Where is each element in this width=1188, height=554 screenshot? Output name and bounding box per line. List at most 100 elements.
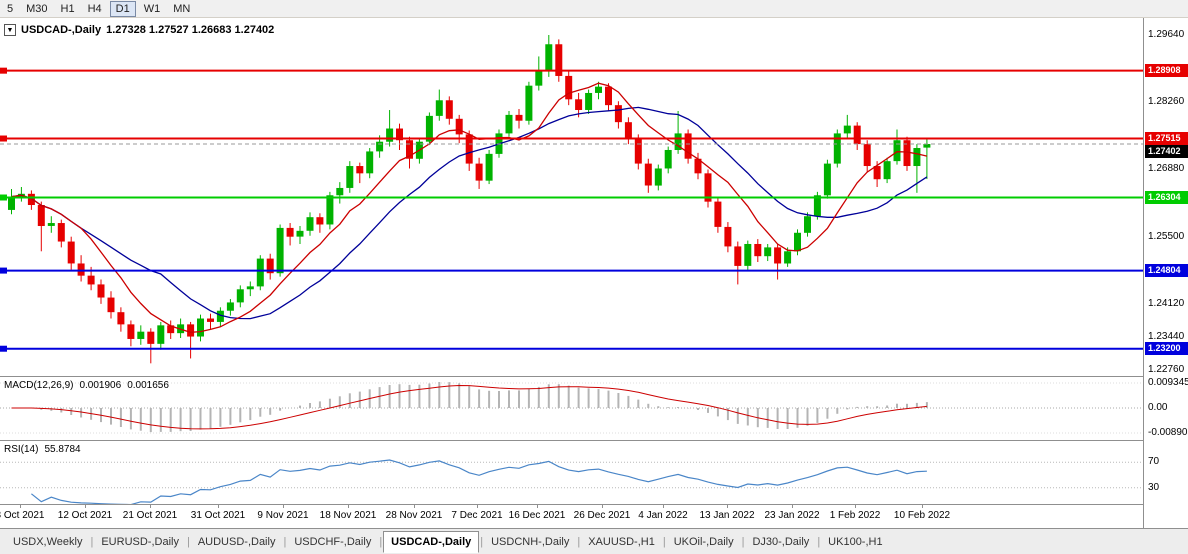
date-label: 3 Oct 2021 <box>0 510 45 521</box>
macd-histogram <box>20 382 928 433</box>
price-axis-label: 1.29640 <box>1148 29 1185 40</box>
symbol-tab-usdcnhdaily[interactable]: USDCNH-,Daily <box>491 535 570 548</box>
date-tick <box>602 505 603 508</box>
tab-separator: | <box>577 535 581 548</box>
symbol-tab-uk100h1[interactable]: UK100-,H1 <box>828 535 883 548</box>
price-level-badge-1.27515: 1.27515 <box>1145 131 1188 145</box>
timeframe-button-h1[interactable]: H1 <box>60 2 75 15</box>
symbol-tab-dj30daily[interactable]: DJ30-,Daily <box>752 535 810 548</box>
date-tick <box>85 505 86 508</box>
date-tick <box>218 505 219 508</box>
symbol-tab-usdcaddaily[interactable]: USDCAD-,Daily <box>383 530 480 553</box>
pane-separator[interactable] <box>0 376 1188 377</box>
current-price-badge: 1.27402 <box>1145 145 1188 159</box>
price-level-badge-1.24804: 1.24804 <box>1145 263 1188 277</box>
symbol-tab-ukoildaily[interactable]: UKOil-,Daily <box>673 535 734 548</box>
date-tick <box>477 505 478 508</box>
rsi-axis-label: 70 <box>1148 456 1160 467</box>
pane-separator[interactable] <box>0 504 1188 505</box>
date-tick <box>414 505 415 508</box>
date-label: 31 Oct 2021 <box>190 510 246 521</box>
date-label: 9 Nov 2021 <box>257 510 309 521</box>
date-tick <box>727 505 728 508</box>
date-tick <box>283 505 284 508</box>
chart-area: ▼ USDCAD-,Daily 1.27328 1.27527 1.26683 … <box>0 18 1188 528</box>
date-label: 4 Jan 2022 <box>638 510 688 521</box>
timeframe-button-h4[interactable]: H4 <box>87 2 102 15</box>
date-tick <box>922 505 923 508</box>
date-tick <box>855 505 856 508</box>
date-label: 23 Jan 2022 <box>764 510 820 521</box>
pane-separator[interactable] <box>0 440 1188 441</box>
hline-left-marker <box>0 67 7 74</box>
macd-value-main: 0.001906 <box>79 380 122 391</box>
macd-indicator-name: MACD(12,26,9) <box>4 380 74 391</box>
date-tick <box>20 505 21 508</box>
rsi-value: 55.8784 <box>44 444 81 455</box>
chart-symbol-label: USDCAD-,Daily <box>21 24 102 36</box>
time-axis[interactable]: 3 Oct 2021 12 Oct 2021 21 Oct 2021 31 Oct 2… <box>0 505 1143 528</box>
timeframe-button-m30[interactable]: M30 <box>26 2 48 15</box>
price-axis-label: 1.22760 <box>1148 364 1185 376</box>
symbol-tab-audusddaily[interactable]: AUDUSD-,Daily <box>197 535 276 548</box>
ma-fast-line <box>11 82 928 333</box>
rsi-line <box>31 459 927 504</box>
macd-value-signal: 0.001656 <box>127 380 169 391</box>
date-label: 21 Oct 2021 <box>122 510 178 521</box>
price-axis-label: 1.24120 <box>1148 297 1185 309</box>
tab-separator: | <box>817 535 821 548</box>
symbol-tab-usdxweekly[interactable]: USDX,Weekly <box>13 535 83 548</box>
tab-separator: | <box>379 535 383 548</box>
tab-separator: | <box>662 535 666 548</box>
tab-separator: | <box>186 535 190 548</box>
symbol-tab-eurusddaily[interactable]: EURUSD-,Daily <box>101 535 179 548</box>
macd-indicator-pane[interactable] <box>0 377 1143 440</box>
timeframe-button-5[interactable]: 5 <box>7 2 14 15</box>
price-level-badge-1.26304: 1.26304 <box>1145 190 1188 204</box>
date-tick <box>792 505 793 508</box>
rsi-indicator-pane[interactable] <box>0 441 1143 504</box>
symbol-tab-bar: USDX,Weekly | EURUSD-,Daily | AUDUSD-,Daily |… <box>0 528 1188 554</box>
tab-separator: | <box>283 535 287 548</box>
tab-separator: | <box>90 535 94 548</box>
date-tick <box>348 505 349 508</box>
timeframe-toolbar: 5 M30 H1 H4 D1 W1 MN <box>0 0 1188 18</box>
date-label: 12 Oct 2021 <box>57 510 113 521</box>
price-axis-label: 1.23440 <box>1148 331 1185 343</box>
date-label: 1 Feb 2022 <box>829 510 881 521</box>
date-label: 13 Jan 2022 <box>699 510 755 521</box>
hline-left-marker <box>0 345 7 352</box>
hline-left-marker <box>0 194 7 201</box>
macd-label-row: MACD(12,26,9) 0.001906 0.001656 <box>4 380 169 391</box>
macd-signal-line <box>11 384 927 430</box>
date-label: 26 Dec 2021 <box>573 510 631 521</box>
date-tick <box>663 505 664 508</box>
price-axis-label: 1.28260 <box>1148 96 1185 108</box>
date-label: 16 Dec 2021 <box>508 510 566 521</box>
symbol-dropdown-icon[interactable]: ▼ <box>4 24 16 36</box>
macd-axis-label: 0.009345 <box>1148 377 1188 388</box>
date-label: 7 Dec 2021 <box>451 510 503 521</box>
hline-left-marker <box>0 135 7 142</box>
chart-ohlc-values: 1.27328 1.27527 1.26683 1.27402 <box>106 24 275 36</box>
price-axis[interactable]: 1.29640 1.28260 1.26880 1.25500 1.24120 1.234… <box>1143 18 1188 528</box>
price-chart-pane[interactable] <box>0 18 1143 376</box>
rsi-indicator-name: RSI(14) <box>4 444 39 455</box>
timeframe-button-w1[interactable]: W1 <box>143 2 161 15</box>
tab-separator: | <box>741 535 745 548</box>
symbol-tab-xauusdh1[interactable]: XAUUSD-,H1 <box>588 535 655 548</box>
timeframe-button-d1[interactable]: D1 <box>109 0 136 17</box>
chart-title-row: ▼ USDCAD-,Daily 1.27328 1.27527 1.26683 … <box>4 24 274 36</box>
tab-separator: | <box>480 535 484 548</box>
price-axis-label: 1.25500 <box>1148 230 1185 242</box>
rsi-axis-label: 30 <box>1148 482 1160 493</box>
price-level-badge-1.23200: 1.23200 <box>1145 341 1188 355</box>
date-tick <box>150 505 151 508</box>
date-label: 28 Nov 2021 <box>385 510 443 521</box>
macd-axis-label: 0.00 <box>1148 402 1168 413</box>
date-tick <box>537 505 538 508</box>
price-axis-label: 1.26880 <box>1148 163 1185 175</box>
timeframe-button-mn[interactable]: MN <box>173 2 191 15</box>
symbol-tab-usdchfdaily[interactable]: USDCHF-,Daily <box>294 535 372 548</box>
hline-left-marker <box>0 267 7 274</box>
